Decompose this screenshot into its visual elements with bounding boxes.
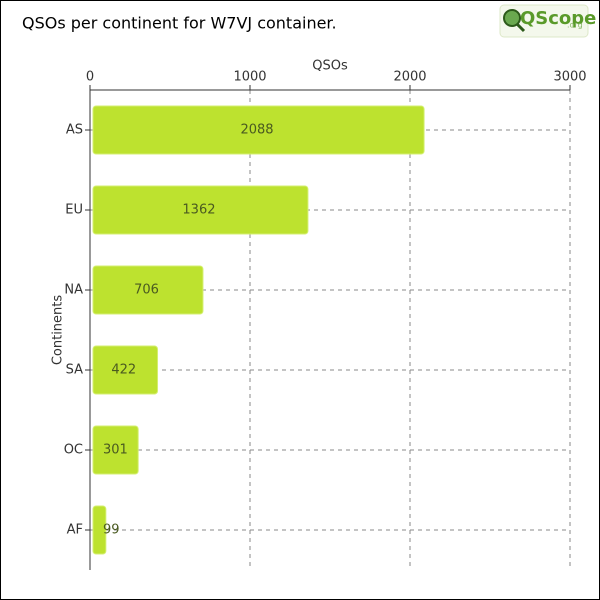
x-axis-label: QSOs [312,59,348,74]
x-tick-label: 0 [86,70,94,85]
bar [92,345,159,395]
y-tick-label: OC [64,443,83,458]
bar-value-label: 1362 [182,203,215,218]
bar [92,185,309,235]
logo-handle [515,22,526,33]
y-tick-label: EU [65,203,83,218]
bar [92,505,107,555]
bar-value-label: 301 [103,443,128,458]
y-axis-label: Continents [51,295,66,366]
bar-value-label: 706 [134,283,159,298]
bar-value-label: 422 [111,363,136,378]
logo-icon [503,9,521,27]
y-tick-label: NA [64,283,83,298]
y-tick-label: AF [67,523,83,538]
logo-suffix: .org [567,21,583,30]
logo: QScope .org [499,4,596,38]
bar [92,425,139,475]
logo-text: QScope [520,8,596,29]
bar [92,265,204,315]
chart-title: QSOs per continent for W7VJ container. [22,14,337,33]
bar-value-label: 99 [103,523,120,538]
x-tick-label: 2000 [393,70,426,85]
y-tick-label: SA [66,363,83,378]
bar [92,105,425,155]
x-tick-label: 1000 [233,70,266,85]
x-tick-label: 3000 [553,70,586,85]
y-tick-label: AS [66,123,83,138]
bar-value-label: 2088 [240,123,273,138]
